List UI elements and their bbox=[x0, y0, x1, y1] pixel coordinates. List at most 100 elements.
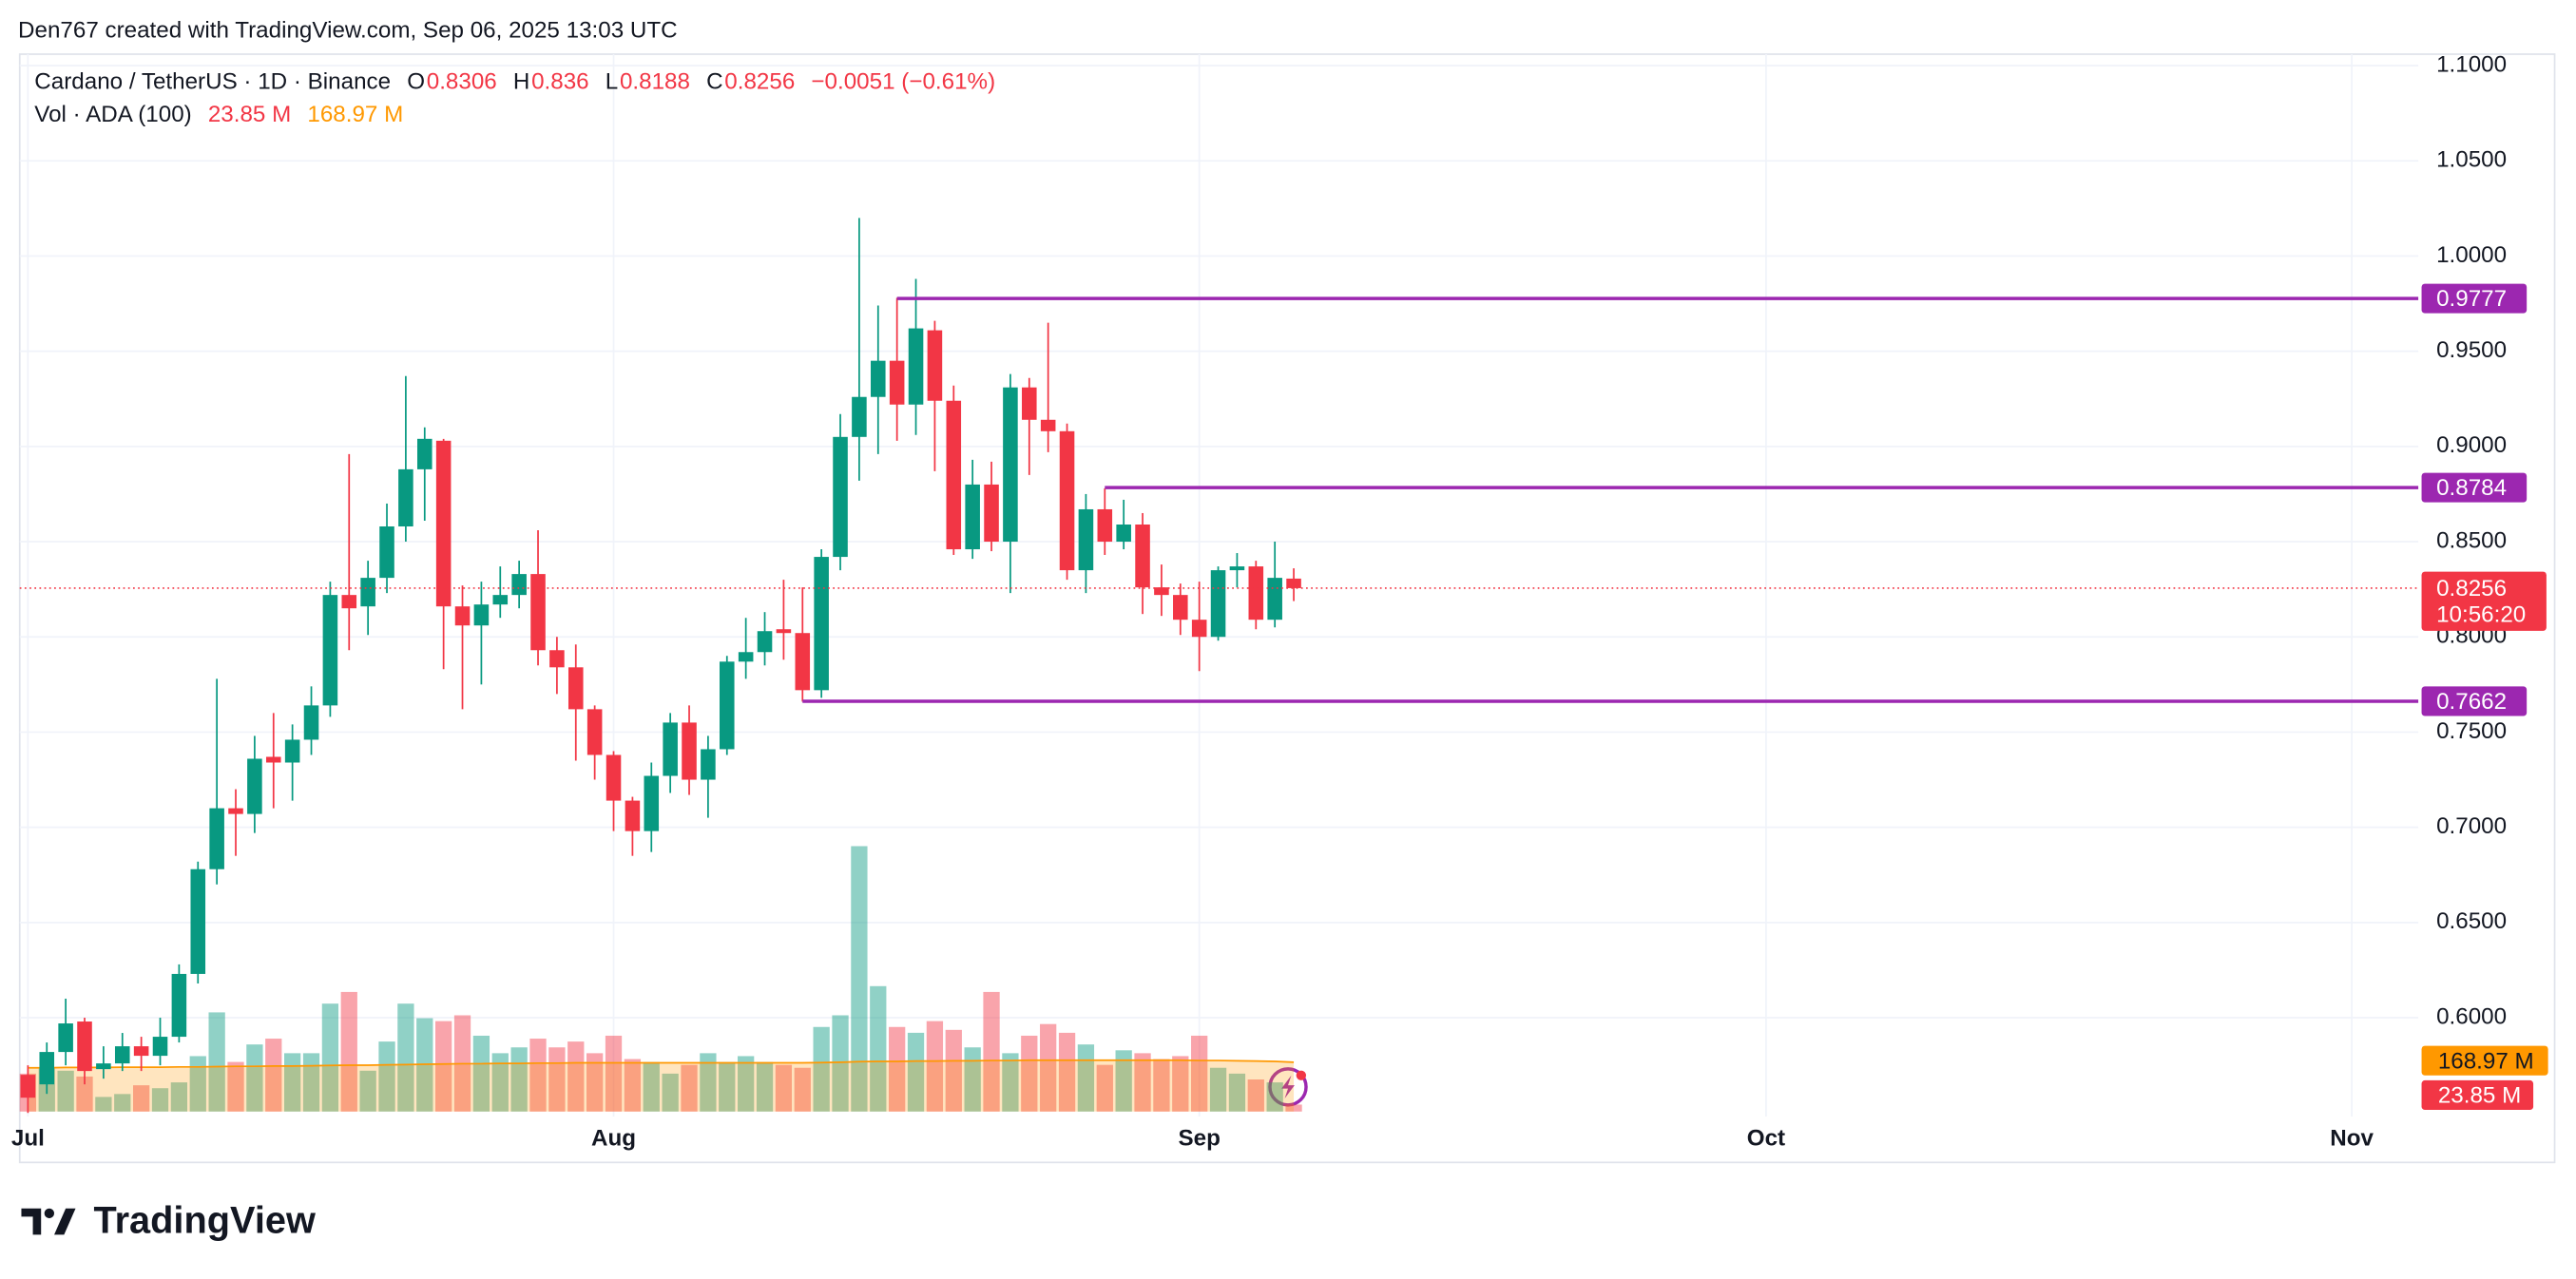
volume-bar bbox=[189, 1056, 206, 1112]
y-tick-label: 1.0500 bbox=[2436, 147, 2507, 173]
volume-bar bbox=[1209, 1067, 1227, 1112]
candle-body bbox=[265, 756, 281, 763]
level-tag bbox=[2421, 283, 2528, 314]
candle-body bbox=[1229, 566, 1245, 571]
volume-bar bbox=[794, 1067, 811, 1112]
candle-body bbox=[77, 1021, 92, 1072]
volume-bar bbox=[813, 1026, 830, 1112]
countdown: 10:56:20 bbox=[2436, 602, 2526, 628]
volume-bar bbox=[832, 1015, 849, 1112]
candle-body bbox=[96, 1063, 111, 1070]
volume-bar bbox=[1172, 1056, 1189, 1112]
candle-body bbox=[908, 328, 924, 405]
volume-bar bbox=[132, 1085, 150, 1112]
grid bbox=[19, 54, 2419, 1117]
level-label: 0.8784 bbox=[2436, 475, 2507, 501]
candle-body bbox=[1154, 587, 1169, 596]
volume-bar bbox=[964, 1047, 981, 1112]
y-tick-label: 1.1000 bbox=[2436, 51, 2507, 77]
candle-body bbox=[58, 1023, 73, 1053]
candle-body bbox=[133, 1046, 149, 1057]
x-tick-label: Nov bbox=[2330, 1126, 2374, 1152]
legend: Cardano / TetherUS · 1D · Binance O 0.830… bbox=[34, 67, 1005, 94]
candle-body bbox=[946, 400, 962, 550]
candle-body bbox=[322, 595, 338, 706]
candle-body bbox=[757, 631, 773, 653]
volume-legend: Vol · ADA (100) 23.85 M 168.97 M bbox=[34, 100, 413, 126]
candle-body bbox=[738, 652, 754, 662]
volume-bar bbox=[57, 1070, 74, 1112]
candle-body bbox=[20, 1075, 36, 1098]
volume-bar bbox=[662, 1073, 679, 1112]
candle-body bbox=[228, 808, 243, 814]
candle-body bbox=[341, 595, 357, 609]
candle-body bbox=[247, 758, 262, 814]
candle-body bbox=[1210, 570, 1226, 638]
candle-body bbox=[701, 749, 716, 780]
candle-body bbox=[606, 754, 622, 801]
volume-bar bbox=[435, 1021, 452, 1112]
ohlc-value: 0.8188 bbox=[619, 67, 690, 94]
candle-body bbox=[663, 722, 678, 776]
x-tick-label: Aug bbox=[591, 1126, 636, 1152]
candle-body bbox=[416, 438, 433, 469]
volume-bar bbox=[719, 1061, 736, 1112]
candle-body bbox=[833, 436, 848, 558]
volume-bar bbox=[926, 1021, 944, 1112]
volume-bar bbox=[870, 985, 887, 1112]
candle-body bbox=[549, 650, 565, 668]
volume-bar bbox=[397, 1003, 414, 1112]
candle-body bbox=[984, 484, 999, 543]
volume-bar bbox=[1266, 1082, 1283, 1112]
volume-bar bbox=[1096, 1064, 1113, 1112]
volume-bar bbox=[1077, 1044, 1095, 1112]
candle-body bbox=[360, 578, 375, 607]
candle-body bbox=[567, 667, 584, 710]
price-label: 0.8256 bbox=[2436, 576, 2507, 601]
volume-bar bbox=[681, 1064, 698, 1112]
candle-body bbox=[852, 396, 867, 437]
volume-bar bbox=[624, 1059, 642, 1112]
candle-body bbox=[1040, 419, 1056, 431]
candle-body bbox=[1097, 508, 1113, 543]
candle-body bbox=[303, 705, 319, 740]
volume-bar bbox=[889, 1026, 906, 1112]
candle-body bbox=[398, 468, 413, 527]
candle-body bbox=[454, 606, 471, 626]
symbol-title: Cardano / TetherUS · 1D · Binance bbox=[34, 67, 392, 94]
ohlc-value: 0.836 bbox=[531, 67, 589, 94]
candle-body bbox=[889, 360, 905, 405]
volume-ma-tag bbox=[2421, 1045, 2548, 1076]
volume-bar bbox=[472, 1035, 490, 1112]
candle-body bbox=[776, 629, 792, 634]
ohlc-key: O bbox=[407, 67, 426, 94]
candle-body bbox=[644, 775, 660, 831]
candle-body bbox=[1173, 595, 1188, 620]
candle-body bbox=[1267, 578, 1282, 620]
y-tick-label: 0.6000 bbox=[2436, 1003, 2507, 1029]
candle-body bbox=[435, 440, 452, 607]
volume-bar bbox=[1058, 1032, 1076, 1112]
volume-bar bbox=[567, 1041, 585, 1112]
candle-body bbox=[209, 808, 224, 869]
volume-bar bbox=[265, 1039, 282, 1112]
x-tick-label: Sep bbox=[1178, 1126, 1220, 1152]
candle-body bbox=[586, 709, 603, 755]
candles bbox=[20, 218, 1301, 1114]
y-tick-label: 1.0000 bbox=[2436, 242, 2507, 268]
candle-body bbox=[1248, 566, 1264, 620]
volume-bar bbox=[700, 1053, 717, 1112]
volume-bar bbox=[1021, 1035, 1038, 1112]
volume-bar bbox=[283, 1053, 301, 1112]
y-tick-label: 0.6500 bbox=[2436, 908, 2507, 934]
candle-body bbox=[1116, 524, 1131, 543]
volume-bar bbox=[945, 1029, 962, 1112]
volume-bar bbox=[340, 991, 357, 1112]
x-tick-label: Jul bbox=[11, 1126, 45, 1152]
volume-bar bbox=[378, 1041, 395, 1112]
volume-bar bbox=[1153, 1059, 1170, 1112]
candle-body bbox=[39, 1052, 55, 1085]
y-tick-label: 0.7000 bbox=[2436, 813, 2507, 839]
